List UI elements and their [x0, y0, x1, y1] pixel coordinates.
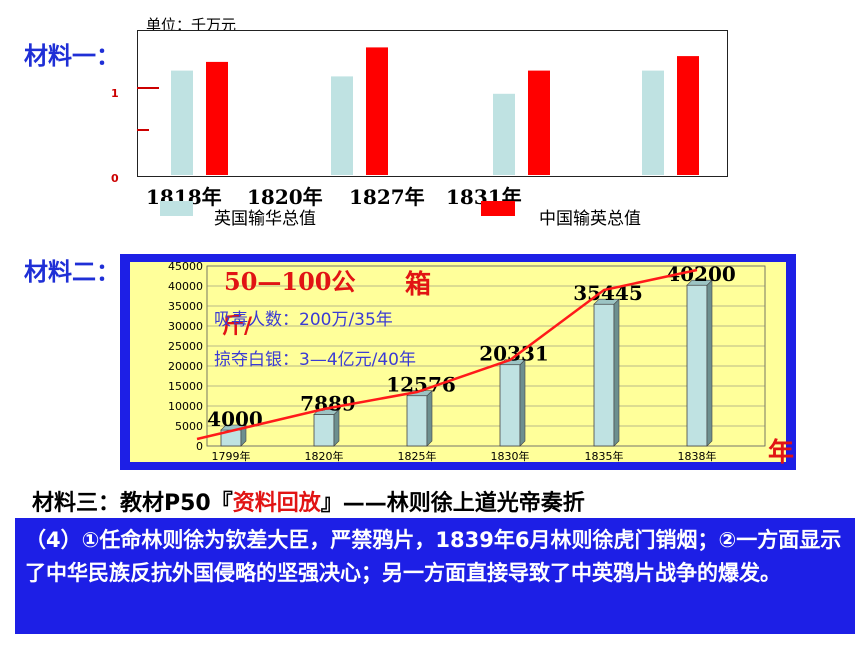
chart2-ytick: 0: [196, 440, 203, 453]
answer-box: （4）①任命林则徐为钦差大臣，严禁鸦片，1839年6月林则徐虎门销烟；②一方面显…: [15, 518, 855, 634]
chart1-plot: [171, 47, 699, 175]
chart1-year-1820: 1820年: [247, 185, 323, 209]
bar-china-1: [366, 47, 388, 175]
chart2-panel: 0 5000 10000 15000 20000 25000 30000 35000 40000…: [120, 254, 796, 470]
chart2-xtick-5: 1838年: [678, 449, 717, 463]
chart2-plot: 0 5000 10000 15000 20000 25000 30000 35000 40000…: [130, 260, 786, 463]
overlay-silver: 掠夺白银：3—4亿元/40年: [214, 350, 416, 370]
bar-china-0: [206, 61, 228, 175]
bar-britain-0: [171, 70, 193, 175]
material-three-suffix: 』——林则徐上道光帝奏折: [320, 491, 585, 516]
chart2-xtick-0: 1799年: [212, 449, 251, 463]
chart2-ytick: 5000: [175, 420, 203, 433]
chart2-data-label-2: 12576: [386, 373, 456, 397]
material-three-prefix: 材料三：教材P50『: [32, 491, 233, 516]
chart2-bar-5: [686, 284, 708, 447]
chart2-bar-1: [313, 414, 335, 447]
legend-britain: 英国输华总值: [214, 209, 316, 229]
chart1-year-1827: 1827年: [349, 185, 425, 209]
chart2-bar-top-5: [686, 279, 713, 286]
chart2-bar-4: [593, 303, 615, 447]
chart2-trend-line: [196, 268, 698, 441]
overlay-addicts: 吸毒人数：200万/35年: [214, 310, 393, 330]
chart2-ytick: 45000: [168, 260, 203, 273]
legend-swatch-china: [481, 201, 515, 216]
chart1-ytick-1: 1: [111, 87, 119, 100]
overlay-box-char: 箱: [405, 270, 432, 300]
bar-china-2: [528, 70, 550, 175]
chart2-xtick-3: 1830年: [491, 449, 530, 463]
chart2-bar-2: [406, 395, 428, 447]
chart1-ytick-0: 0: [111, 172, 119, 185]
material-three-highlight: 资料回放: [232, 491, 321, 516]
chart2-bar-side-2: [426, 389, 433, 447]
chart2-ytick: 25000: [168, 340, 203, 353]
chart2-data-label-0: 4000: [207, 407, 263, 431]
bar-britain-1: [331, 76, 353, 175]
bar-china-3: [677, 56, 699, 175]
chart2-ytick: 10000: [168, 400, 203, 413]
material-three-line: 材料三：教材P50『资料回放』——林则徐上道光帝奏折: [32, 485, 585, 517]
chart2-ytick: 40000: [168, 280, 203, 293]
chart2-xtick-2: 1825年: [398, 449, 437, 463]
chart2-data-label-3: 20331: [479, 342, 549, 366]
chart2-bar-side-5: [706, 279, 713, 447]
legend-china: 中国输英总值: [539, 209, 641, 229]
chart2-bar-side-3: [519, 358, 526, 447]
material-two-label: 材料二：: [24, 258, 120, 286]
chart2-xtick-1: 1820年: [305, 449, 344, 463]
chart2-year-axis-label: 年: [768, 438, 795, 468]
chart2-xtick-4: 1835年: [585, 449, 624, 463]
chart2-plot-area: [206, 265, 766, 447]
chart2-bar-3: [499, 364, 521, 447]
chart2-ytick: 35000: [168, 300, 203, 313]
legend-swatch-britain: [160, 201, 193, 216]
chart1-frame: [137, 30, 728, 177]
chart2-ytick: 30000: [168, 320, 203, 333]
chart2-ytick: 20000: [168, 360, 203, 373]
overlay-boxes: 50—100公: [224, 267, 356, 296]
chart2-ytick: 15000: [168, 380, 203, 393]
chart2-bar-side-4: [613, 298, 620, 447]
chart2-bar-top-4: [593, 298, 620, 305]
chart1-unit: 单位：千万元: [146, 16, 237, 34]
bar-britain-2: [493, 93, 515, 175]
chart1-tick-mark: [137, 87, 159, 89]
answer-text: （4）①任命林则徐为钦差大臣，严禁鸦片，1839年6月林则徐虎门销烟；②一方面显…: [25, 528, 842, 585]
bar-britain-3: [642, 70, 664, 175]
chart1-tick-mark: [137, 129, 149, 131]
material-one-label: 材料一：: [24, 42, 120, 70]
overlay-unit: 斤/: [222, 313, 253, 339]
